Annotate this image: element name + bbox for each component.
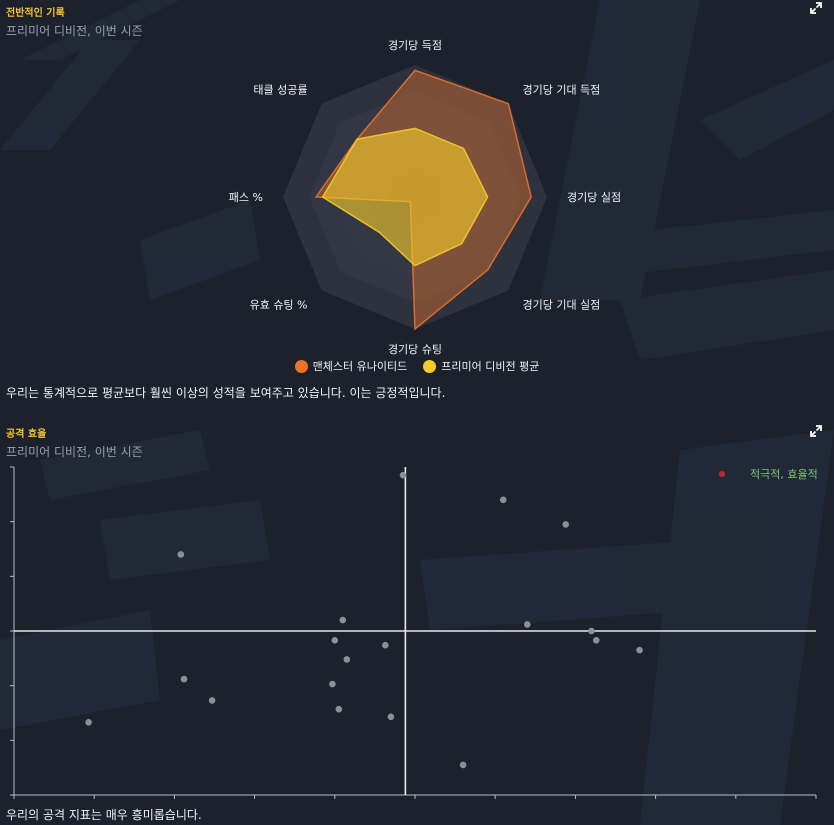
radar-caption: 우리는 통계적으로 평균보다 훨씬 이상의 성적을 보여주고 있습니다. 이는 … — [6, 386, 446, 400]
scatter-chart: 적극적, 효율적 — [10, 466, 818, 799]
scatter-panel: 공격 효율 프리미어 디비전, 이번 시즌 적극적, 효율적 우리의 공격 지표… — [0, 421, 834, 825]
scatter-point[interactable] — [85, 718, 92, 726]
scatter-legend: 적극적, 효율적 — [719, 468, 818, 481]
legend-item-team[interactable]: 맨체스터 유나이티드 — [294, 358, 408, 374]
legend-swatch-team — [294, 359, 308, 373]
expand-icon[interactable] — [810, 2, 822, 14]
scatter-point[interactable] — [177, 551, 185, 558]
scatter-point[interactable] — [499, 496, 507, 504]
scatter-point[interactable] — [329, 680, 336, 688]
legend-label-average: 프리미어 디비전 평균 — [441, 360, 540, 373]
expand-icon[interactable] — [810, 425, 822, 437]
scatter-legend-dot — [719, 471, 725, 477]
scatter-point[interactable] — [399, 471, 407, 479]
legend-label-team: 맨체스터 유나이티드 — [312, 360, 408, 373]
scatter-point[interactable] — [335, 705, 343, 713]
scatter-point[interactable] — [208, 697, 216, 704]
legend-swatch-average — [423, 359, 437, 373]
scatter-legend-label: 적극적, 효율적 — [750, 468, 818, 481]
scatter-point[interactable] — [562, 521, 570, 528]
scatter-caption: 우리의 공격 지표는 매우 흥미롭습니다. — [6, 808, 202, 822]
scatter-point[interactable] — [387, 713, 395, 721]
legend-item-average[interactable]: 프리미어 디비전 평균 — [423, 358, 539, 374]
radar-axis-label: 경기당 득점 — [388, 39, 442, 52]
scatter-panel-title: 공격 효율 — [6, 429, 47, 440]
scatter-point[interactable] — [343, 656, 351, 663]
scatter-point[interactable] — [588, 627, 595, 635]
scatter-point[interactable] — [331, 636, 339, 644]
radar-axis-label: 유효 슈팅 % — [250, 298, 308, 311]
radar-panel: 전반적인 기록 프리미어 디비전, 이번 시즌 경기당 득점 경기당 기대 득점 경… — [0, 0, 834, 405]
radar-axis-label: 태클 성공률 — [253, 84, 307, 97]
scatter-point[interactable] — [180, 675, 188, 683]
scatter-point[interactable] — [592, 636, 600, 644]
radar-axis-label: 경기당 슈팅 — [388, 343, 442, 355]
scatter-point[interactable] — [523, 621, 531, 628]
radar-axis-label: 패스 % — [229, 191, 263, 204]
scatter-point[interactable] — [636, 646, 643, 654]
scatter-point[interactable] — [459, 761, 467, 769]
radar-axis-label: 경기당 기대 실점 — [522, 298, 600, 311]
scatter-point[interactable] — [382, 641, 389, 649]
scatter-point[interactable] — [339, 616, 347, 624]
radar-legend: 맨체스터 유나이티드 프리미어 디비전 평균 — [0, 358, 834, 374]
radar-series-average — [321, 127, 489, 267]
radar-axis-label: 경기당 기대 득점 — [522, 84, 600, 97]
radar-axis-label: 경기당 실점 — [567, 191, 621, 204]
